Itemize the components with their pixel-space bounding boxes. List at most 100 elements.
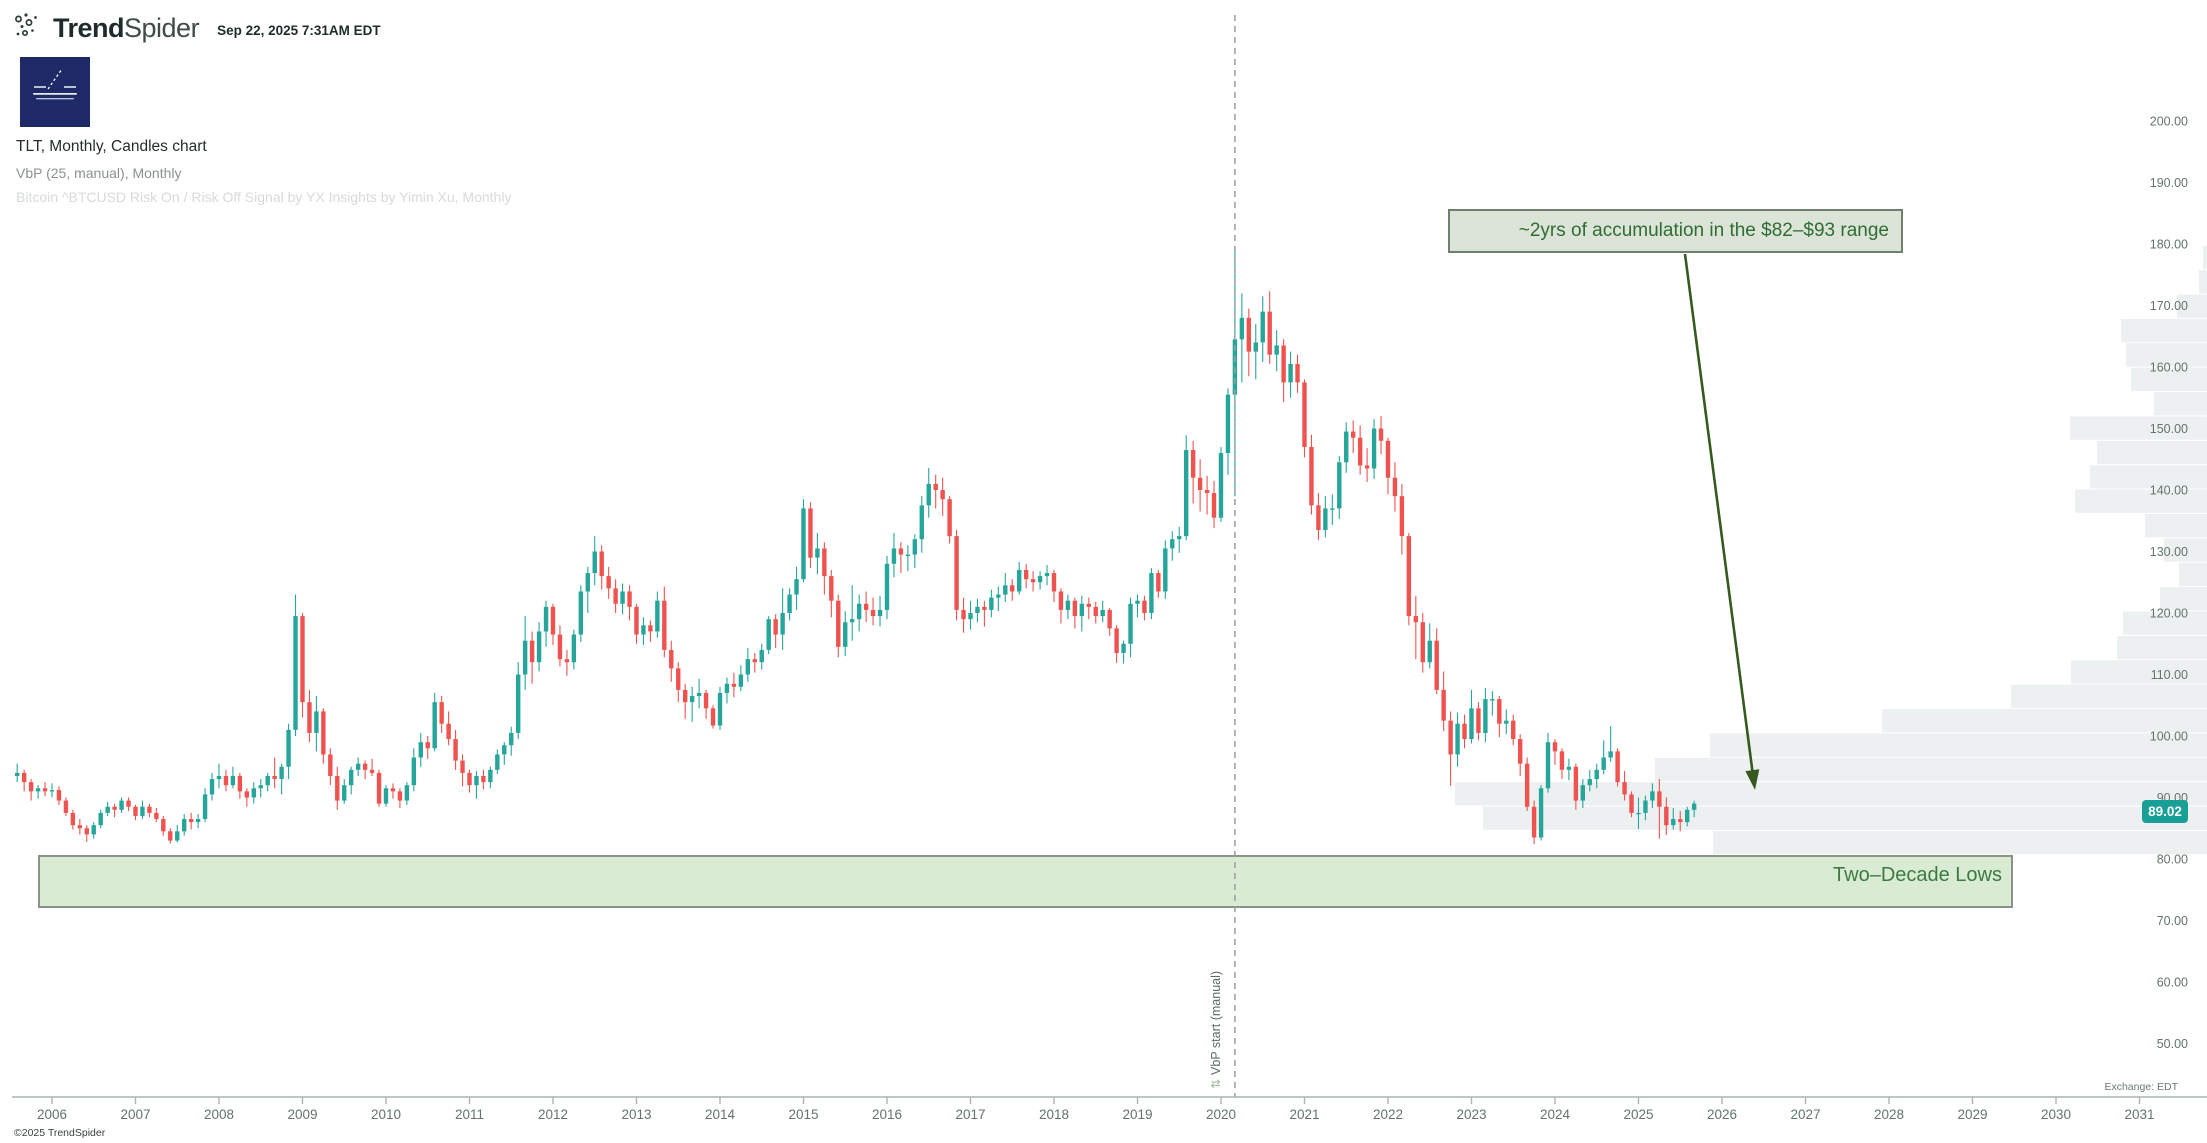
- candle-body: [1511, 720, 1516, 740]
- candle-body: [1121, 643, 1126, 653]
- candle-body: [522, 640, 528, 675]
- candle-body: [348, 769, 354, 786]
- candle-body: [1684, 809, 1690, 823]
- candle-body: [1323, 508, 1328, 530]
- candle-body: [1504, 720, 1509, 724]
- candle-body: [1650, 791, 1655, 801]
- volume-profile-row: [2011, 684, 2207, 709]
- candle-body: [1093, 606, 1098, 617]
- candle-body: [564, 659, 570, 663]
- candle-body: [1337, 462, 1342, 509]
- candle-body: [15, 772, 20, 776]
- candle-body: [1364, 465, 1370, 469]
- x-axis-year-label: 2014: [705, 1107, 736, 1122]
- volume-profile-row: [2203, 245, 2207, 270]
- candle-body: [1316, 505, 1321, 530]
- candle-body: [1010, 585, 1015, 592]
- candle-body: [1079, 603, 1085, 617]
- candle-body: [1058, 591, 1064, 610]
- candle-body: [891, 548, 897, 564]
- candle-body: [1350, 431, 1356, 438]
- candle-body: [369, 769, 375, 773]
- candle-body: [1691, 803, 1697, 810]
- candle-body: [1378, 428, 1384, 441]
- candle-body: [801, 508, 806, 580]
- accumulation-annotation-box[interactable]: ~2yrs of accumulation in the $82–$93 ran…: [1448, 209, 1903, 253]
- candle-body: [418, 742, 423, 758]
- candle-body: [557, 634, 563, 660]
- x-axis-year-label: 2022: [1373, 1107, 1403, 1122]
- candle-body: [286, 729, 291, 767]
- publisher-logo: [20, 57, 90, 127]
- price-axis-label: 110.00: [2151, 668, 2188, 682]
- candle-body: [488, 769, 493, 783]
- candle-body: [342, 785, 347, 801]
- volume-profile-row: [2123, 611, 2207, 635]
- candle-body: [1643, 800, 1648, 813]
- candle-body: [961, 609, 966, 620]
- candle-body: [1225, 394, 1231, 454]
- candle-body: [1197, 477, 1203, 490]
- two-decade-lows-box[interactable]: Two–Decade Lows: [38, 855, 2013, 908]
- candle-body: [1552, 742, 1558, 752]
- candle-body: [251, 788, 256, 798]
- price-axis-label: 130.00: [2150, 545, 2188, 559]
- candle-body: [481, 775, 486, 783]
- candle-body: [404, 785, 410, 801]
- candle-body: [355, 763, 361, 770]
- candle-body: [648, 625, 653, 632]
- candle-body: [446, 723, 451, 740]
- candle-body: [676, 668, 681, 690]
- x-axis-year-label: 2023: [1456, 1107, 1486, 1122]
- annotation-arrow-head: [1745, 769, 1760, 790]
- candle-body: [669, 649, 674, 669]
- candle-body: [91, 825, 96, 835]
- candle-body: [571, 634, 577, 663]
- indicator-vbp-label[interactable]: VbP (25, manual), Monthly: [16, 165, 182, 181]
- x-axis-year-label: 2013: [621, 1107, 651, 1122]
- candle-body: [1156, 573, 1161, 592]
- candle-body: [627, 591, 632, 607]
- volume-profile-row: [1655, 757, 2207, 782]
- candle-body: [766, 619, 771, 650]
- volume-profile-row: [2090, 465, 2207, 489]
- x-axis-year-label: 2019: [1122, 1107, 1152, 1122]
- candle-body: [731, 683, 737, 687]
- vbp-start-label[interactable]: ⇅ VbP start (manual): [1209, 939, 1223, 1089]
- candle-body: [105, 806, 110, 813]
- candle-body: [1427, 640, 1432, 663]
- candle-body: [314, 711, 319, 733]
- candle-body: [1239, 317, 1245, 340]
- candle-body: [1517, 739, 1523, 764]
- candle-body: [188, 819, 194, 823]
- candle-body: [161, 819, 166, 832]
- volume-profile-row: [2117, 635, 2207, 660]
- x-axis-year-label: 2010: [371, 1107, 401, 1122]
- candle-body: [1100, 609, 1105, 617]
- candle-body: [272, 775, 277, 780]
- candle-body: [28, 782, 34, 792]
- candle-body: [794, 579, 799, 595]
- indicator-bitcoin-signal-label[interactable]: Bitcoin ^BTCUSD Risk On / Risk Off Signa…: [16, 189, 512, 205]
- candle-body: [321, 711, 326, 755]
- candle-body: [216, 775, 222, 780]
- x-axis-year-label: 2029: [1957, 1107, 1987, 1122]
- candle-body: [822, 548, 827, 577]
- candle-body: [376, 772, 382, 804]
- x-axis-year-label: 2018: [1039, 1107, 1069, 1122]
- candle-body: [1357, 437, 1363, 466]
- candle-body: [773, 619, 778, 635]
- candle-body: [724, 683, 730, 693]
- candle-body: [126, 800, 131, 807]
- candle-body: [1601, 757, 1606, 770]
- candle-body: [515, 674, 521, 733]
- candle-body: [1142, 600, 1147, 613]
- candle-body: [112, 806, 117, 810]
- candle-body: [195, 819, 201, 823]
- trendspider-molecule-icon: [14, 10, 45, 46]
- volume-profile-row: [1455, 782, 2207, 806]
- candle-body: [1204, 490, 1210, 494]
- candle-body: [63, 800, 69, 813]
- candle-body: [1678, 819, 1683, 823]
